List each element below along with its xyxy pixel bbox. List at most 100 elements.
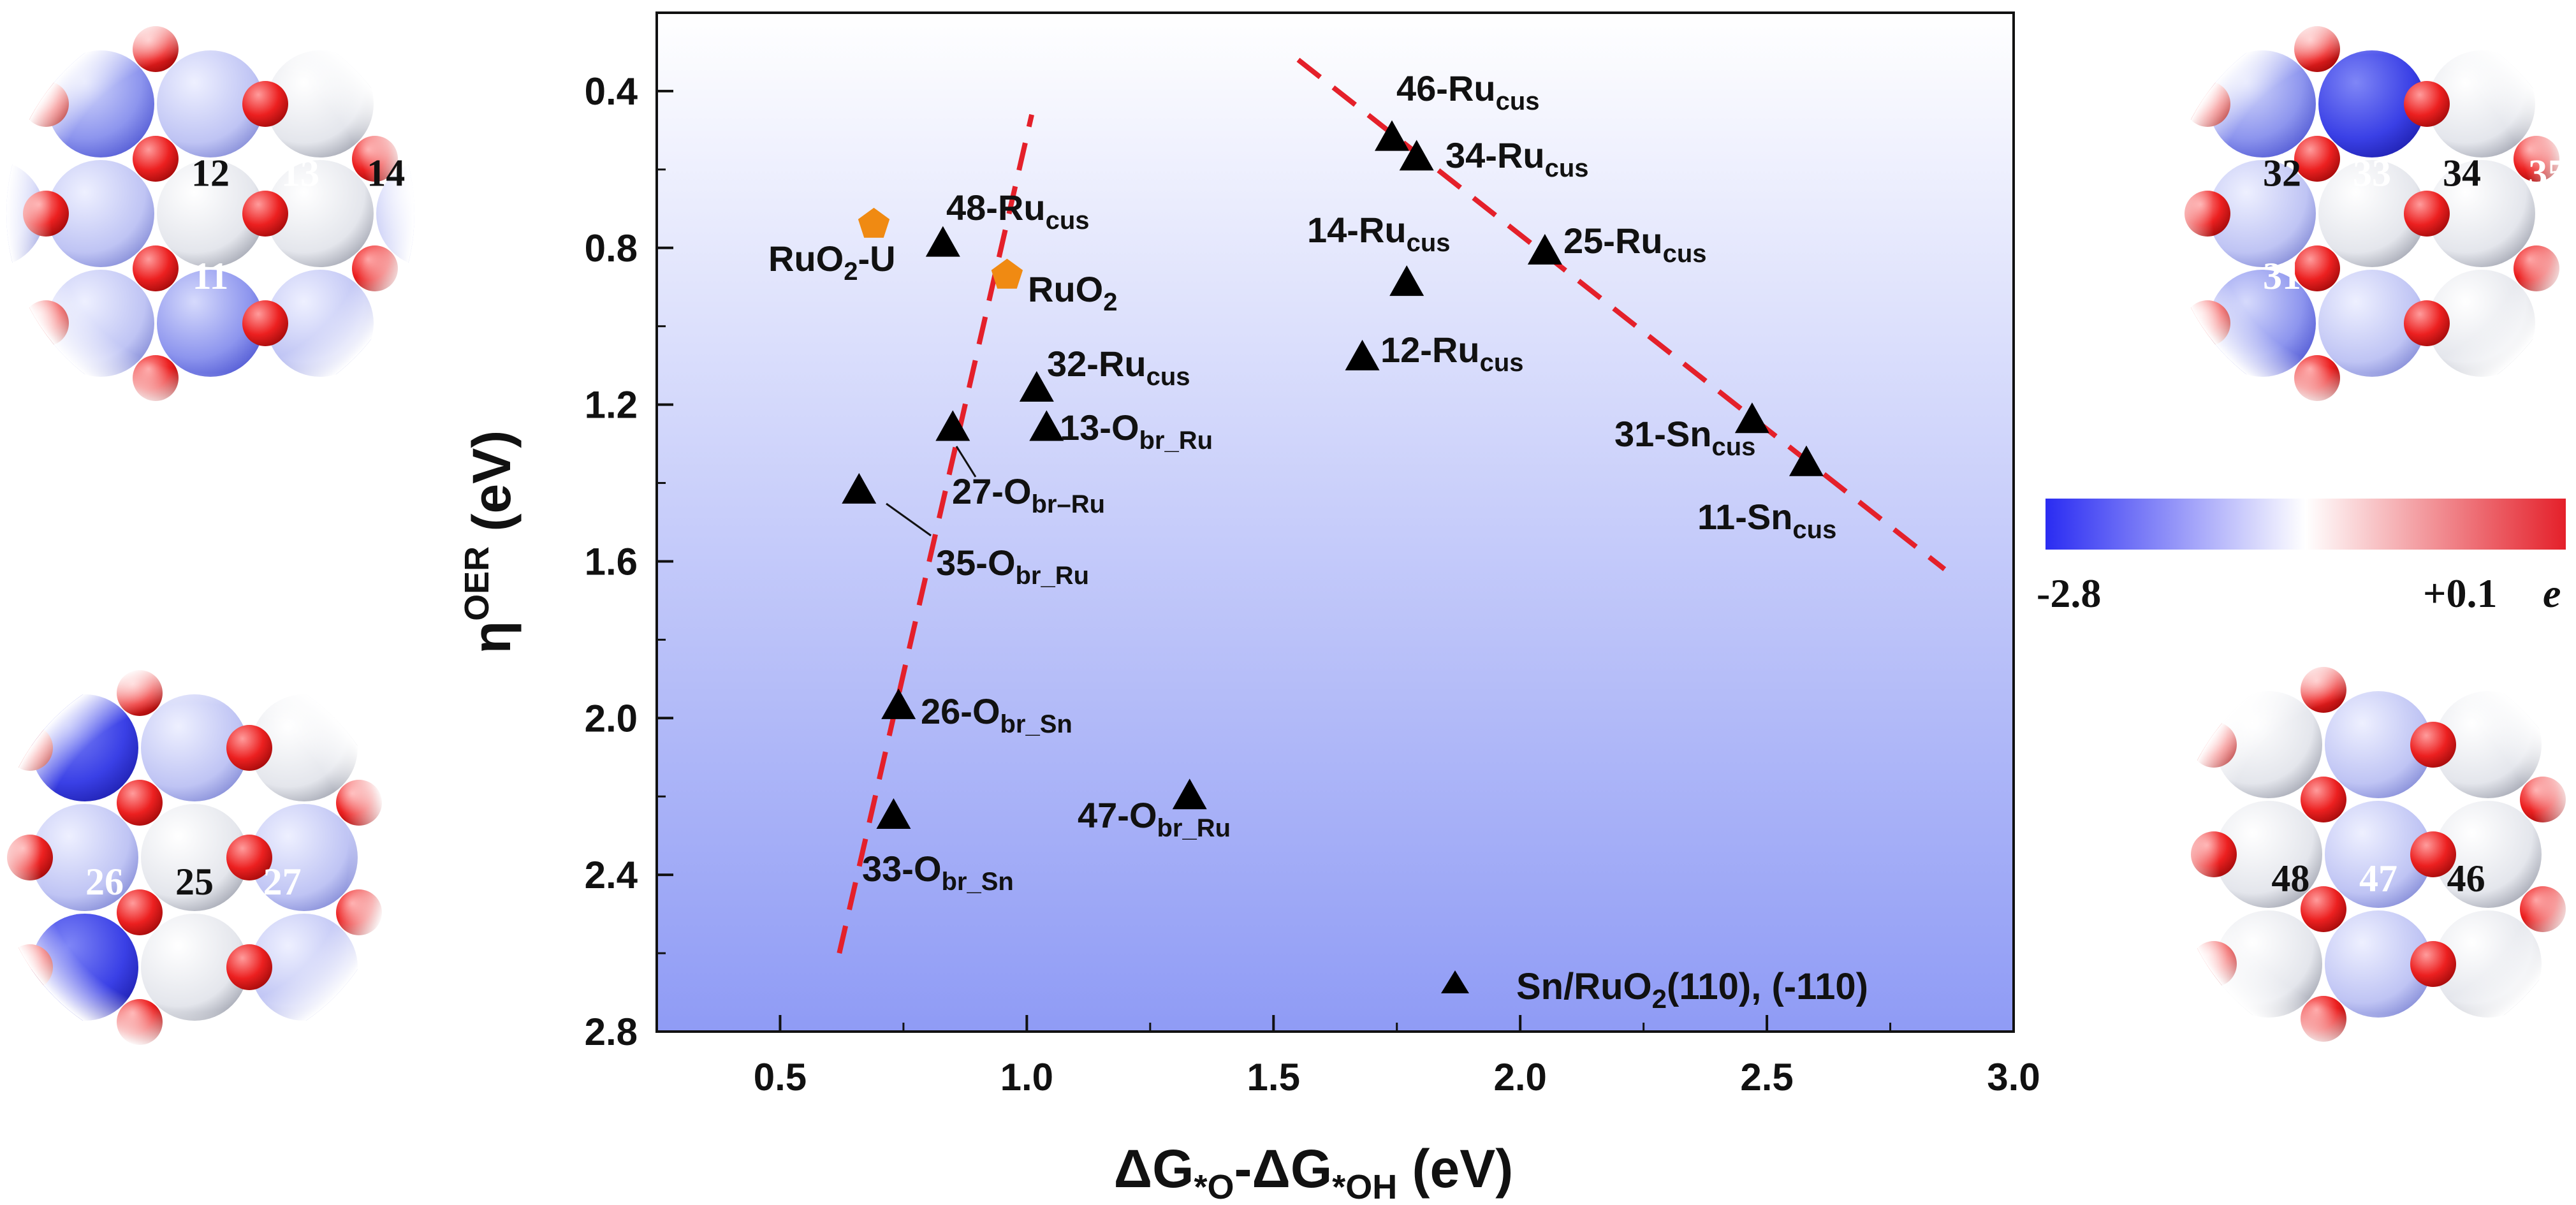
oxygen-atom (462, 300, 508, 346)
oxygen-atom (2514, 355, 2559, 401)
oxygen-atom (2520, 667, 2566, 713)
y-tick-label: 0.8 (585, 227, 638, 270)
inset-top-right-structure: 32 33 34 35 31 (2075, 10, 2576, 418)
oxygen-atom (446, 725, 492, 771)
y-tick-labels: 0.4 0.8 1.2 1.6 2.0 2.4 2.8 (585, 70, 638, 1053)
oxygen-atom (352, 355, 398, 401)
colorbar-bar (2045, 499, 2566, 550)
inset-atom-label: 27 (263, 861, 302, 903)
oxygen-atom (571, 26, 617, 72)
data-point-triangle (876, 798, 911, 829)
plot-frame (655, 11, 2015, 1033)
inset-atom-label: 48 (2271, 858, 2309, 900)
colorbar: -2.8 +0.1 e (2037, 499, 2566, 616)
legend: Sn/RuO2(110), (-110) (1441, 966, 1868, 1014)
plot-background (657, 13, 2014, 1032)
colorbar-unit: e (2543, 571, 2561, 616)
inset-atom-label: 13 (281, 152, 319, 194)
data-point-triangle (842, 472, 877, 504)
data-point-triangle (1374, 120, 1409, 151)
inset-atom-label: 12 (191, 152, 230, 194)
inset-atom-label: 47 (2359, 858, 2397, 900)
leader-line-27 (955, 446, 977, 478)
data-points (842, 120, 1824, 829)
oxygen-atom (2081, 777, 2127, 822)
oxygen-atom (2075, 245, 2121, 291)
data-point-triangle (1734, 402, 1769, 434)
oxygen-atom (2514, 26, 2559, 72)
leader-line-35 (886, 502, 932, 537)
data-point-triangle (1345, 339, 1380, 370)
x-tick-label: 1.5 (1247, 1056, 1300, 1099)
x-tick-label: 2.5 (1740, 1056, 1793, 1099)
inset-bottom-left-structure: 26 25 27 (0, 660, 601, 1055)
x-tick-label: 2.0 (1493, 1056, 1546, 1099)
y-tick-label: 0.4 (585, 70, 638, 113)
oxygen-atom (462, 191, 508, 237)
oxygen-atom (336, 670, 382, 716)
y-axis-title: ηOER (eV) (458, 430, 522, 654)
oxygen-atom (2075, 26, 2121, 72)
y-tick-label: 1.6 (585, 540, 638, 583)
data-point-triangle (1172, 778, 1207, 810)
data-point-pentagon (858, 207, 890, 238)
oxygen-atom (2081, 886, 2127, 932)
oxygen-atom (2075, 136, 2121, 182)
oxygen-atom (462, 81, 508, 127)
colorbar-max-label: +0.1 (2423, 571, 2497, 616)
inset-atom-label: 31 (2263, 255, 2301, 297)
inset-atom-label: 46 (2447, 858, 2485, 900)
data-point-triangle (1527, 233, 1562, 265)
oxygen-atom (2075, 355, 2121, 401)
y-tick-label: 2.0 (585, 697, 638, 740)
oxygen-atom (571, 136, 617, 182)
y-tick-label: 2.4 (585, 854, 638, 896)
point-label-47: 47-Obr_Ru (1078, 795, 1231, 842)
colorbar-min-label: -2.8 (2037, 571, 2101, 616)
inset-atom-label: 33 (2353, 152, 2391, 194)
y-tick-label: 2.8 (585, 1011, 638, 1053)
data-point-triangle (935, 410, 970, 441)
point-label-34: 34-Rucus (1445, 135, 1589, 182)
oxygen-atom (2081, 667, 2127, 713)
oxygen-atom (2520, 996, 2566, 1042)
y-tick-label: 1.2 (585, 384, 638, 427)
data-point-triangle (1789, 445, 1824, 476)
oxygen-atom (446, 944, 492, 990)
x-tick-label: 0.5 (754, 1056, 807, 1099)
data-point-triangle (1389, 265, 1424, 296)
trend-line (1296, 57, 1947, 571)
inset-atom-label: 32 (2263, 152, 2301, 194)
oxygen-atom (336, 999, 382, 1045)
data-point-triangle (925, 226, 960, 257)
oxygen-atom (352, 26, 398, 72)
point-label-11: 11-Sncus (1697, 497, 1836, 544)
oxygen-atom (446, 835, 492, 880)
legend-label: Sn/RuO2(110), (-110) (1516, 966, 1868, 1014)
inset-bottom-right-structure: 48 47 46 (2081, 650, 2576, 1058)
point-labels: 46-Rucus 34-Rucus 14-Rucus 25-Rucus 12-R… (768, 68, 1836, 896)
data-point-triangle (1029, 410, 1064, 441)
point-label-ruo2u: RuO2-U (768, 238, 896, 286)
data-point-triangle (1019, 371, 1054, 402)
trend-line (837, 113, 1035, 954)
inset-atom-label: 34 (2443, 152, 2481, 194)
inset-top-left-structure: 12 13 14 11 (6, 10, 617, 418)
inset-atom-label: 25 (175, 861, 214, 903)
x-tick-labels: 0.5 1.0 1.5 2.0 2.5 3.0 (754, 1056, 2040, 1099)
trend-lines (837, 57, 1947, 954)
oxygen-atom (555, 780, 601, 826)
x-axis-title: ΔG*O-ΔG*OH (eV) (1114, 1139, 1513, 1205)
x-tick-label: 3.0 (1987, 1056, 2040, 1099)
x-tick-label: 1.0 (1000, 1056, 1053, 1099)
inset-atom-label: 11 (193, 255, 229, 297)
oxygen-atom (2081, 996, 2127, 1042)
inset-atom-label: 26 (85, 861, 124, 903)
inset-atom-label: 35 (2528, 152, 2566, 194)
inset-atom-label: 14 (367, 152, 405, 194)
data-point-pentagon (991, 258, 1023, 289)
point-label-ruo2: RuO2 (1028, 269, 1117, 316)
point-label-25: 25-Rucus (1563, 221, 1707, 268)
legend-marker (1441, 970, 1469, 993)
